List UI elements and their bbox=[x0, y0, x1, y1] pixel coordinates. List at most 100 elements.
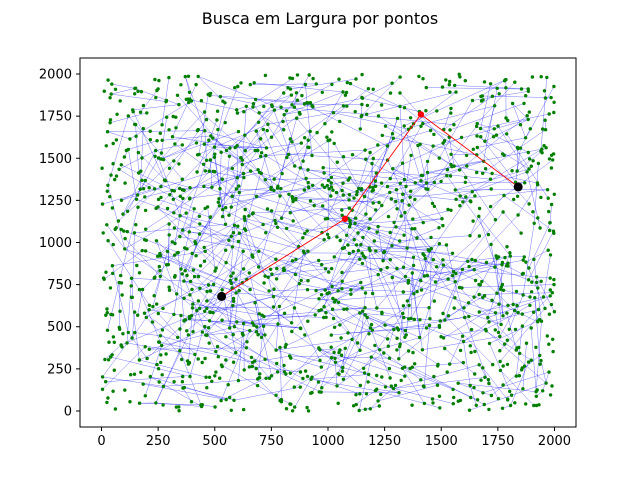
graph-node bbox=[156, 311, 160, 316]
graph-node bbox=[244, 228, 248, 232]
graph-node bbox=[453, 83, 457, 88]
graph-node bbox=[549, 202, 554, 207]
graph-node bbox=[318, 358, 322, 363]
graph-node bbox=[436, 362, 440, 367]
graph-node bbox=[526, 150, 530, 155]
graph-node bbox=[346, 243, 350, 247]
graph-node bbox=[279, 186, 283, 191]
graph-node bbox=[483, 167, 488, 171]
graph-node bbox=[278, 194, 282, 198]
graph-node bbox=[178, 234, 182, 239]
graph-node bbox=[213, 374, 217, 378]
graph-node bbox=[255, 325, 259, 329]
graph-node bbox=[534, 345, 538, 349]
graph-node bbox=[359, 243, 363, 247]
graph-node bbox=[332, 350, 336, 355]
graph-node bbox=[364, 212, 368, 216]
graph-node bbox=[182, 188, 186, 192]
graph-node bbox=[445, 370, 449, 374]
graph-node bbox=[277, 304, 282, 309]
graph-node bbox=[275, 370, 280, 374]
graph-node bbox=[541, 295, 546, 299]
graph-node bbox=[111, 271, 115, 276]
graph-node bbox=[493, 311, 498, 315]
graph-node bbox=[379, 103, 384, 107]
graph-node bbox=[339, 353, 344, 357]
graph-node bbox=[505, 245, 509, 249]
graph-node bbox=[351, 249, 355, 254]
graph-node bbox=[158, 334, 163, 338]
graph-node bbox=[353, 110, 357, 114]
graph-node bbox=[150, 320, 155, 324]
graph-node bbox=[142, 311, 147, 315]
graph-node bbox=[395, 207, 399, 211]
graph-node bbox=[160, 343, 164, 348]
graph-node bbox=[279, 105, 283, 109]
graph-node bbox=[212, 155, 217, 159]
graph-node bbox=[158, 269, 162, 273]
graph-node bbox=[224, 206, 228, 210]
graph-node bbox=[512, 197, 516, 202]
graph-node bbox=[106, 358, 111, 362]
graph-node bbox=[382, 351, 386, 355]
graph-node bbox=[226, 383, 230, 387]
graph-node bbox=[432, 132, 436, 137]
graph-node bbox=[340, 213, 344, 217]
graph-node bbox=[316, 380, 321, 384]
graph-node bbox=[306, 279, 310, 283]
graph-node bbox=[288, 371, 292, 375]
graph-node bbox=[244, 346, 249, 350]
graph-node bbox=[389, 197, 393, 201]
graph-node bbox=[533, 296, 537, 300]
graph-node bbox=[388, 376, 392, 380]
graph-node bbox=[355, 189, 359, 194]
graph-node bbox=[231, 296, 236, 301]
graph-node bbox=[190, 251, 194, 256]
graph-node bbox=[526, 360, 531, 364]
graph-node bbox=[438, 319, 442, 323]
graph-node bbox=[213, 269, 217, 273]
graph-node bbox=[235, 320, 239, 324]
graph-node bbox=[301, 376, 305, 381]
graph-node bbox=[332, 141, 336, 146]
graph-node bbox=[332, 325, 337, 329]
graph-node bbox=[357, 408, 361, 413]
graph-node bbox=[242, 110, 246, 114]
graph-node bbox=[138, 187, 142, 191]
graph-node bbox=[468, 234, 472, 238]
graph-node bbox=[282, 370, 287, 374]
graph-node bbox=[520, 324, 525, 328]
graph-node bbox=[187, 230, 191, 234]
graph-node bbox=[337, 350, 341, 355]
graph-node bbox=[552, 192, 556, 196]
graph-node bbox=[243, 149, 247, 153]
graph-node bbox=[527, 110, 531, 114]
graph-node bbox=[272, 287, 276, 291]
graph-node bbox=[193, 352, 197, 357]
graph-node bbox=[505, 362, 510, 367]
graph-node bbox=[467, 408, 472, 412]
graph-node bbox=[370, 328, 375, 332]
graph-node bbox=[306, 409, 311, 413]
graph-node bbox=[295, 116, 299, 120]
graph-node bbox=[167, 233, 171, 237]
graph-node bbox=[102, 277, 106, 281]
graph-node bbox=[338, 238, 342, 243]
graph-node bbox=[243, 218, 247, 222]
graph-node bbox=[391, 386, 396, 391]
graph-node bbox=[439, 179, 443, 184]
graph-node bbox=[450, 273, 455, 278]
graph-node bbox=[122, 229, 126, 233]
graph-node bbox=[295, 98, 300, 102]
graph-node bbox=[395, 336, 399, 340]
graph-node bbox=[343, 346, 347, 350]
graph-node bbox=[376, 143, 380, 147]
graph-node bbox=[230, 166, 234, 171]
graph-node bbox=[200, 330, 205, 334]
graph-node bbox=[374, 208, 378, 212]
graph-node bbox=[231, 303, 235, 308]
graph-node bbox=[358, 392, 362, 396]
graph-node bbox=[398, 104, 402, 109]
graph-node bbox=[274, 257, 278, 261]
graph-node bbox=[329, 333, 333, 337]
